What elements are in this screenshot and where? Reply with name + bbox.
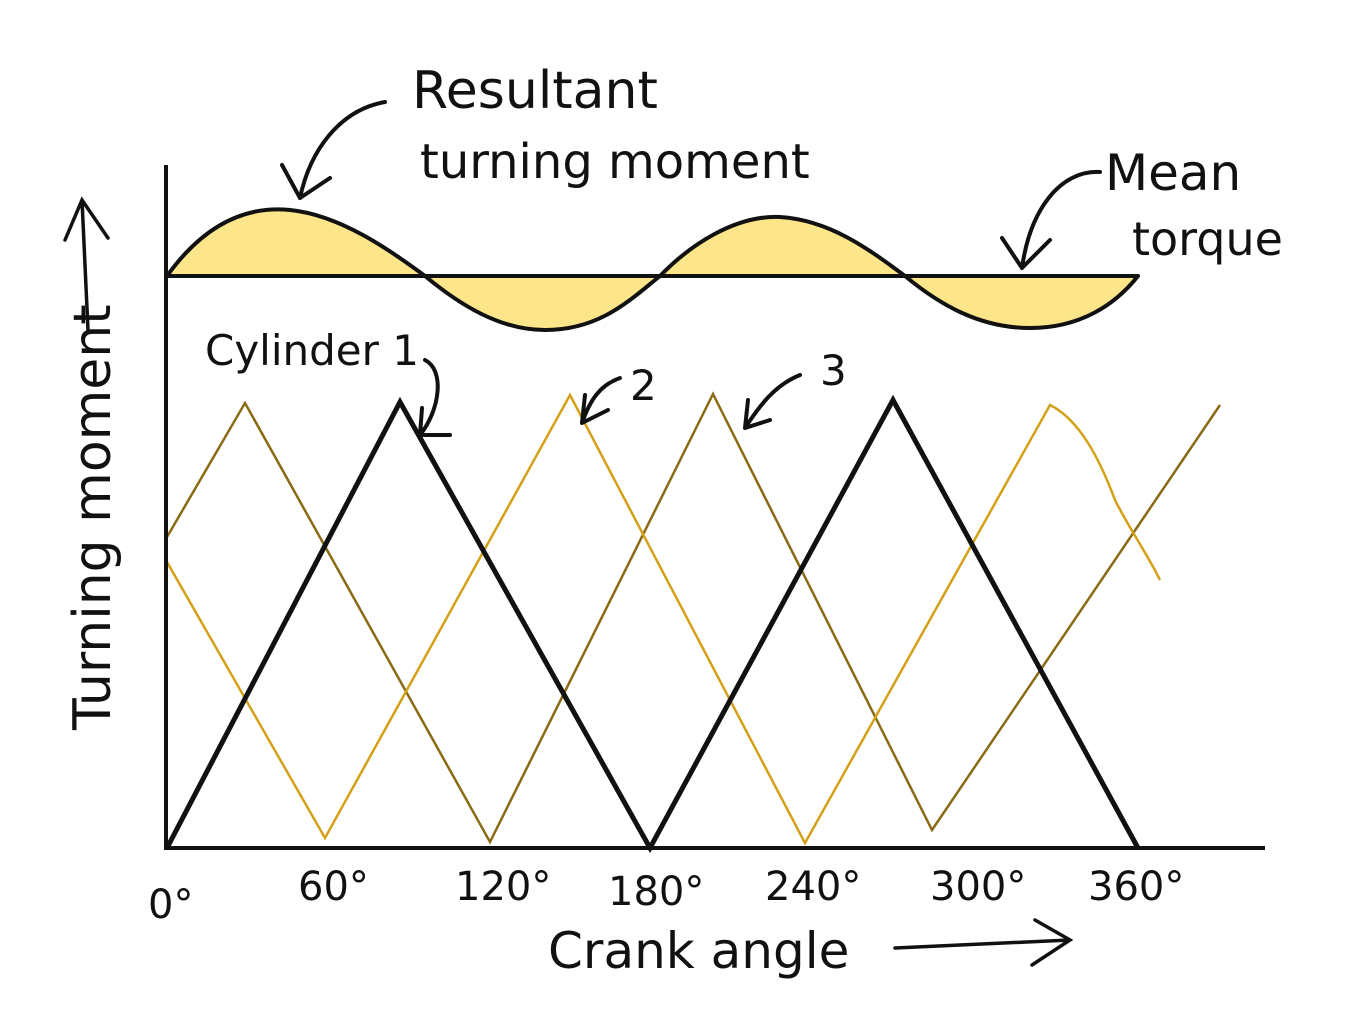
resultant-turning-moment-curve [165,207,1140,332]
x-tick-label: 0° [148,882,193,928]
mean-torque-label-line2: torque [1132,212,1283,266]
x-tick-label: 300° [930,864,1026,910]
resultant-label-line2: turning moment [420,134,810,190]
cylinder-1-line [164,394,1141,854]
x-tick-label: 120° [455,864,551,910]
resultant-label-line1: Resultant [412,61,658,121]
x-axis-label: Crank angle [548,922,849,980]
y-axis-label: Turning moment [63,304,123,731]
cylinder-1-label: Cylinder 1 [205,326,419,375]
cylinder-3-label: 3 [820,346,847,395]
cylinder-3-line [165,391,1222,845]
x-tick-label: 60° [298,864,369,910]
mean-torque-label-line1: Mean [1105,144,1241,202]
cylinder-1-arrow-icon [418,358,452,437]
y-axis-arrow-icon [63,196,110,332]
cylinder-3-arrow-icon [743,373,802,430]
cylinder-2-line [165,392,1162,846]
cylinder-2-arrow-icon [580,376,622,425]
x-axis-arrow-icon [893,918,1074,967]
resultant-arrow-icon [280,100,387,200]
x-tick-label: 240° [765,864,861,910]
cylinder-2-label: 2 [630,361,657,410]
x-tick-label: 180° [608,869,704,915]
mean-torque-arrow-icon [1000,169,1102,270]
x-tick-label: 360° [1088,864,1184,910]
